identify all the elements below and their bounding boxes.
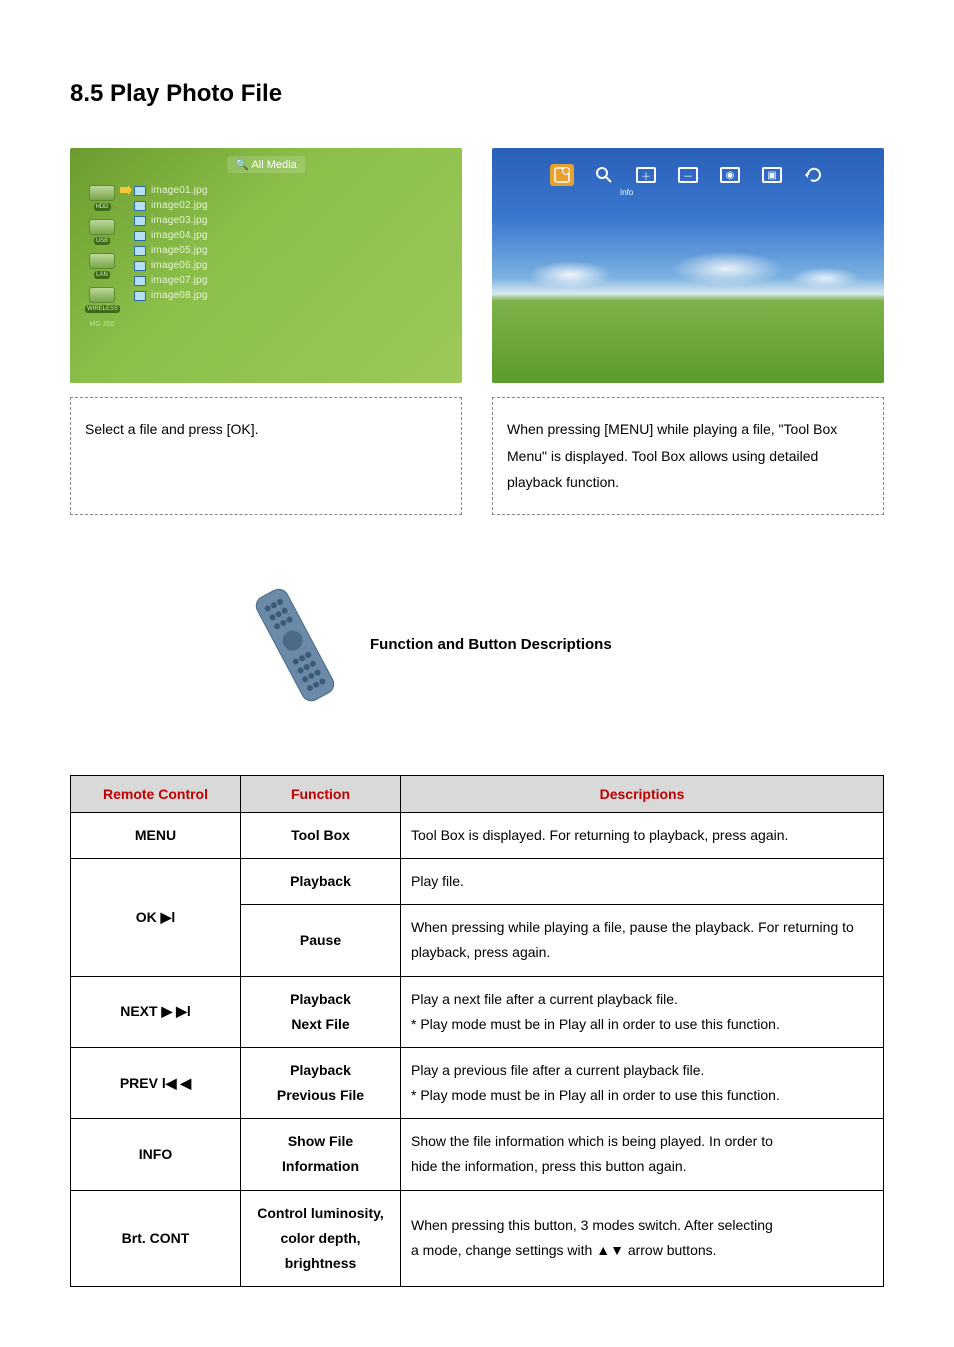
cell-function: Show File Information [241, 1119, 401, 1190]
caption-right: When pressing [MENU] while playing a fil… [492, 397, 884, 515]
file-icon [134, 201, 146, 211]
file-item: image02.jpg [134, 198, 446, 213]
file-item: image05.jpg [134, 243, 446, 258]
search-label: 🔍 All Media [227, 156, 304, 173]
device-item: USB [85, 219, 119, 245]
file-browser-screenshot: 🔍 All Media HDD USB LAN WIRELESS MG 350 imag… [70, 148, 462, 383]
cell-remote: INFO [71, 1119, 241, 1190]
page-title: 8.5 Play Photo File [70, 80, 884, 108]
function-table: Remote Control Function Descriptions MEN… [70, 775, 884, 1287]
return-icon [802, 164, 826, 186]
cell-function: PlaybackPrevious File [241, 1047, 401, 1118]
file-icon [134, 261, 146, 271]
cell-function: PlaybackNext File [241, 976, 401, 1047]
cell-function: Pause [241, 905, 401, 976]
repeat-icon: ▣ [760, 164, 784, 186]
cell-description: Play a next file after a current playbac… [401, 976, 884, 1047]
cell-description: When pressing this button, 3 modes switc… [401, 1190, 884, 1287]
file-icon [134, 276, 146, 286]
screenshot-row: 🔍 All Media HDD USB LAN WIRELESS MG 350 imag… [70, 148, 884, 383]
device-logo: MG 350 [90, 321, 115, 328]
cell-remote: OK ▶l [71, 858, 241, 976]
th-remote: Remote Control [71, 775, 241, 812]
photo-toolbar: ＋ － ◉ ▣ [492, 164, 884, 186]
table-header-row: Remote Control Function Descriptions [71, 775, 884, 812]
cell-description: Play file. [401, 858, 884, 904]
cell-description: When pressing while playing a file, paus… [401, 905, 884, 976]
info-icon [550, 164, 574, 186]
info-label: Info [620, 188, 633, 197]
table-row: PREV l◀ ◀PlaybackPrevious FilePlay a pre… [71, 1047, 884, 1118]
cell-remote: Brt. CONT [71, 1190, 241, 1287]
file-item: image08.jpg [134, 288, 446, 303]
function-heading-row: Function and Button Descriptions [260, 585, 884, 705]
slideshow-icon: ◉ [718, 164, 742, 186]
th-descriptions: Descriptions [401, 775, 884, 812]
th-function: Function [241, 775, 401, 812]
photo-viewer-screenshot: ＋ － ◉ ▣ Info [492, 148, 884, 383]
table-row: OK ▶lPlaybackPlay file. [71, 858, 884, 904]
file-icon [134, 231, 146, 241]
cell-remote: MENU [71, 812, 241, 858]
rotate-right-icon: － [676, 164, 700, 186]
file-item: image07.jpg [134, 273, 446, 288]
cell-description: Play a previous file after a current pla… [401, 1047, 884, 1118]
file-item: image06.jpg [134, 258, 446, 273]
cursor-arrow-icon [120, 185, 132, 195]
table-row: Brt. CONTControl luminosity,color depth,… [71, 1190, 884, 1287]
file-item: image01.jpg [134, 183, 446, 198]
device-item: WIRELESS [85, 287, 119, 313]
device-item: HDD [85, 185, 119, 211]
cell-function: Playback [241, 858, 401, 904]
cell-function: Control luminosity,color depth, brightne… [241, 1190, 401, 1287]
table-row: NEXT ▶ ▶lPlaybackNext FilePlay a next fi… [71, 976, 884, 1047]
clouds-decor [492, 233, 884, 293]
caption-left: Select a file and press [OK]. [70, 397, 462, 515]
file-icon [134, 186, 146, 196]
file-icon [134, 291, 146, 301]
device-sidebar: HDD USB LAN WIRELESS MG 350 [78, 179, 126, 328]
zoom-icon [592, 164, 616, 186]
table-row: INFOShow File InformationShow the file i… [71, 1119, 884, 1190]
remote-control-image [236, 575, 354, 714]
file-icon [134, 216, 146, 226]
file-icon [134, 246, 146, 256]
rotate-left-icon: ＋ [634, 164, 658, 186]
table-row: MENUTool BoxTool Box is displayed. For r… [71, 812, 884, 858]
cell-description: Show the file information which is being… [401, 1119, 884, 1190]
file-item: image04.jpg [134, 228, 446, 243]
function-heading: Function and Button Descriptions [370, 636, 612, 653]
cell-description: Tool Box is displayed. For returning to … [401, 812, 884, 858]
cell-remote: NEXT ▶ ▶l [71, 976, 241, 1047]
caption-row: Select a file and press [OK]. When press… [70, 397, 884, 515]
cell-function: Tool Box [241, 812, 401, 858]
file-item: image03.jpg [134, 213, 446, 228]
device-item: LAN [85, 253, 119, 279]
cell-remote: PREV l◀ ◀ [71, 1047, 241, 1118]
file-list: image01.jpgimage02.jpgimage03.jpgimage04… [126, 179, 454, 328]
